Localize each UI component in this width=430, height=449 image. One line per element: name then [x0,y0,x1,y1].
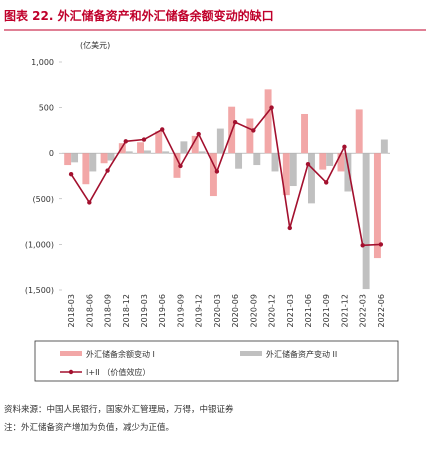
line-marker [378,242,384,247]
x-tick-label: 2018-06 [85,294,94,327]
line-marker [324,180,329,185]
bar [355,109,363,154]
line-marker [196,131,201,137]
bar [282,153,290,196]
line-marker [214,169,220,174]
note: 注：外汇储备资产增加为负值，减少为正值。 [4,422,174,433]
line-marker [232,119,238,125]
line-marker [360,243,365,248]
bar [125,151,133,154]
bar [319,153,327,170]
x-tick-label: 2021-06 [304,294,313,327]
legend-label: 外汇储备余额变动 I [86,349,155,359]
x-tick-label: 2020-06 [231,294,240,327]
bar [289,153,297,187]
line-marker [251,128,256,133]
bar [344,153,352,192]
source: 资料来源：中国人民银行，国家外汇管理局，万得，中银证券 [4,404,234,415]
bar [264,89,272,154]
line-marker [105,168,110,173]
x-tick-label: 2020-09 [249,294,258,327]
line-marker [141,137,147,142]
bar [246,118,254,154]
bar [162,151,170,154]
bar [137,142,144,154]
bar [216,128,224,154]
y-axis-label: (亿美元) [80,40,110,50]
legend-swatch [68,369,74,375]
bar [380,139,388,154]
x-tick-label: 2019-03 [140,294,149,327]
bar [89,153,97,172]
bar [337,153,345,172]
bar [271,153,279,172]
chart-title: 图表 22. 外汇储备资产和外汇储备余额变动的缺口 [4,8,274,23]
bar [301,113,308,154]
line-marker [178,163,183,169]
x-tick-label: 2018-03 [67,294,76,327]
y-tick-label: 1,000 [31,58,54,67]
line-marker [68,171,74,177]
bar [100,153,108,164]
y-tick-label: (1,500) [25,286,54,295]
bar [191,135,199,154]
x-tick-label: 2021-03 [286,294,295,327]
x-tick-label: 2022-06 [377,294,386,327]
y-tick-label: (1,000) [25,240,54,249]
legend-box [34,340,399,382]
bar [82,153,90,185]
legend-swatch [240,351,262,356]
bar [308,153,315,204]
line-marker [87,200,92,205]
bar [209,153,217,197]
x-tick-label: 2018-09 [104,294,113,327]
bar [144,150,151,154]
bar [64,153,72,166]
y-tick-label: 500 [39,104,54,113]
x-tick-label: 2020-12 [268,294,277,327]
bar [180,141,188,154]
line-marker [123,139,128,144]
legend-label: 外汇储备资产变动 II [266,349,337,359]
bar [235,153,243,169]
line-marker [287,225,292,231]
x-tick-label: 2022-03 [359,294,368,327]
x-tick-label: 2018-12 [122,294,131,327]
line-marker [305,161,311,167]
x-tick-label: 2019-09 [176,294,185,327]
bar [107,153,115,161]
legend-label: I+II （价值效应） [86,367,150,377]
line-marker [342,144,347,150]
x-tick-label: 2021-09 [322,294,331,327]
bar [373,153,381,259]
y-tick-label: 0 [49,149,54,158]
bar [253,153,261,166]
x-tick-label: 2019-12 [195,294,204,327]
y-tick-label: (500) [32,195,54,204]
x-tick-label: 2019-06 [158,294,167,327]
legend-swatch [60,351,82,356]
line-marker [160,127,165,132]
bar [173,153,181,178]
bar [362,153,370,290]
line [70,105,381,247]
bar [198,151,206,154]
bar [71,153,79,163]
line-marker [269,105,274,110]
x-tick-label: 2020-03 [213,294,222,327]
x-tick-label: 2021-12 [340,294,349,327]
bar [326,153,334,166]
bar [155,131,163,154]
